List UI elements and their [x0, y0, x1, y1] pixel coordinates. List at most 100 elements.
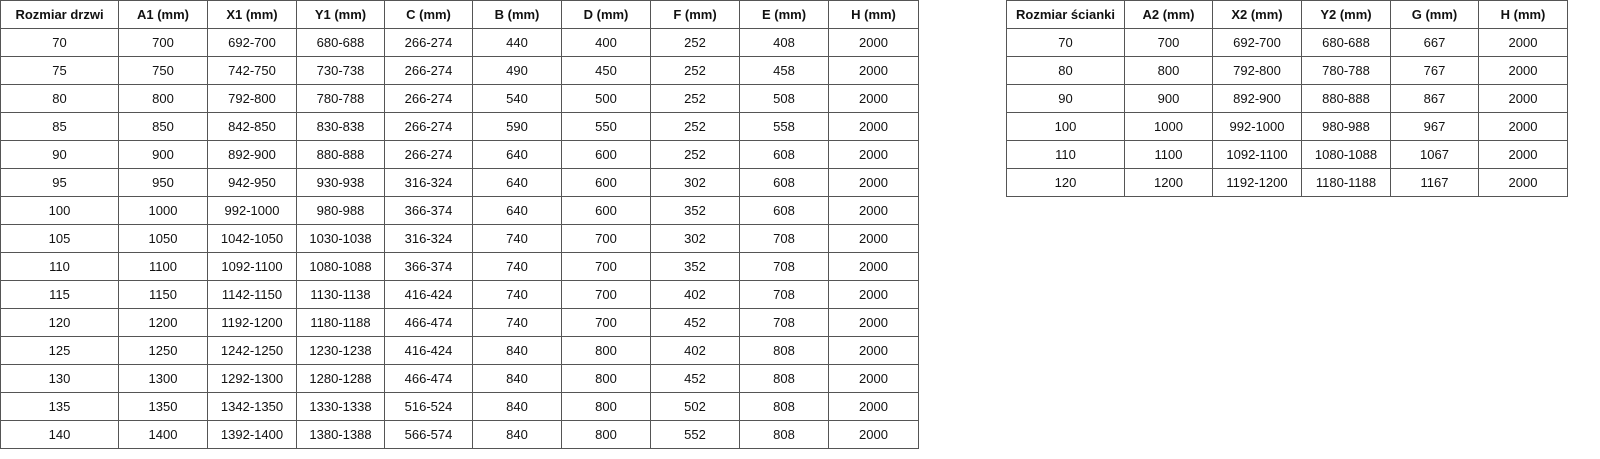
table-cell: 1230-1238 — [296, 336, 385, 365]
table-cell: 708 — [739, 252, 829, 281]
table-cell: 1150 — [118, 280, 208, 309]
table-row: 120 1200 1192-1200 1180-1188 1167 2000 — [1006, 168, 1568, 197]
table-cell: 1342-1350 — [207, 392, 297, 421]
table-cell: 2000 — [828, 280, 919, 309]
table-cell: 80 — [1006, 56, 1125, 85]
table-cell: 316-324 — [384, 224, 473, 253]
table-cell: 2000 — [828, 308, 919, 337]
table-cell: 508 — [739, 84, 829, 113]
table-cell: 980-988 — [1301, 112, 1391, 141]
table-cell: 840 — [472, 364, 562, 393]
table-cell: 942-950 — [207, 168, 297, 197]
table-cell: 1000 — [1124, 112, 1213, 141]
table-cell: 100 — [1006, 112, 1125, 141]
table-cell: 692-700 — [207, 28, 297, 57]
table-cell: 252 — [650, 56, 740, 85]
table-cell: 130 — [0, 364, 119, 393]
table-row: 90 900 892-900 880-888 266-274 640 600 252 608 20… — [0, 140, 919, 169]
table-row: 100 1000 992-1000 980-988 366-374 640 600 352 60… — [0, 196, 919, 225]
table-cell: 992-1000 — [1212, 112, 1302, 141]
table-cell: 930-938 — [296, 168, 385, 197]
table-cell: 800 — [1124, 56, 1213, 85]
table-cell: 266-274 — [384, 56, 473, 85]
table-cell: 700 — [561, 280, 651, 309]
column-header: F (mm) — [650, 0, 740, 29]
table-cell: 1092-1100 — [1212, 140, 1302, 169]
table-cell: 1292-1300 — [207, 364, 297, 393]
table-row: 70 700 692-700 680-688 266-274 440 400 252 408 20… — [0, 28, 919, 57]
column-header: X1 (mm) — [207, 0, 297, 29]
table-cell: 808 — [739, 364, 829, 393]
table-cell: 1130-1138 — [296, 280, 385, 309]
table-cell: 780-788 — [296, 84, 385, 113]
table-cell: 2000 — [828, 140, 919, 169]
table-cell: 2000 — [828, 84, 919, 113]
table-cell: 302 — [650, 168, 740, 197]
table-cell: 1000 — [118, 196, 208, 225]
table-cell: 1167 — [1390, 168, 1479, 197]
table-cell: 2000 — [828, 28, 919, 57]
table-row: 85 850 842-850 830-838 266-274 590 550 252 558 20… — [0, 112, 919, 141]
table-cell: 1030-1038 — [296, 224, 385, 253]
table-cell: 1200 — [1124, 168, 1213, 197]
column-header: C (mm) — [384, 0, 473, 29]
table-cell: 1100 — [1124, 140, 1213, 169]
table-cell: 800 — [561, 336, 651, 365]
table-row: 80 800 792-800 780-788 266-274 540 500 252 508 20… — [0, 84, 919, 113]
table-cell: 352 — [650, 252, 740, 281]
table-cell: 2000 — [1478, 140, 1568, 169]
table-cell: 135 — [0, 392, 119, 421]
table-cell: 516-524 — [384, 392, 473, 421]
table-cell: 80 — [0, 84, 119, 113]
door-dimensions-table: Rozmiar drzwi A1 (mm) X1 (mm) Y1 (mm) C (mm)… — [0, 0, 919, 449]
table-cell: 95 — [0, 168, 119, 197]
table-cell: 2000 — [1478, 84, 1568, 113]
column-header: G (mm) — [1390, 0, 1479, 29]
table-cell: 402 — [650, 336, 740, 365]
table-cell: 466-474 — [384, 364, 473, 393]
table-cell: 808 — [739, 420, 829, 449]
table-cell: 1350 — [118, 392, 208, 421]
table-cell: 75 — [0, 56, 119, 85]
table-cell: 1192-1200 — [1212, 168, 1302, 197]
table-cell: 842-850 — [207, 112, 297, 141]
table-cell: 608 — [739, 168, 829, 197]
table-row: 105 1050 1042-1050 1030-1038 316-324 740 700 30… — [0, 224, 919, 253]
table-cell: 2000 — [828, 168, 919, 197]
table-cell: 740 — [472, 224, 562, 253]
column-header: E (mm) — [739, 0, 829, 29]
table-cell: 502 — [650, 392, 740, 421]
table-cell: 640 — [472, 140, 562, 169]
table-cell: 740 — [472, 252, 562, 281]
table-cell: 1330-1338 — [296, 392, 385, 421]
table-cell: 800 — [561, 364, 651, 393]
table-cell: 100 — [0, 196, 119, 225]
column-header: H (mm) — [828, 0, 919, 29]
table-cell: 90 — [0, 140, 119, 169]
table-cell: 366-374 — [384, 252, 473, 281]
table-cell: 252 — [650, 28, 740, 57]
column-header: A2 (mm) — [1124, 0, 1213, 29]
table-cell: 700 — [561, 252, 651, 281]
table-cell: 110 — [0, 252, 119, 281]
table-cell: 70 — [1006, 28, 1125, 57]
table-cell: 1142-1150 — [207, 280, 297, 309]
table-cell: 1192-1200 — [207, 308, 297, 337]
table-cell: 1042-1050 — [207, 224, 297, 253]
table-cell: 850 — [118, 112, 208, 141]
column-header: B (mm) — [472, 0, 562, 29]
wall-dimensions-table: Rozmiar ścianki A2 (mm) X2 (mm) Y2 (mm) G (m… — [1006, 0, 1568, 197]
table-cell: 600 — [561, 168, 651, 197]
table-cell: 2000 — [1478, 56, 1568, 85]
table-cell: 800 — [118, 84, 208, 113]
table-cell: 140 — [0, 420, 119, 449]
table-cell: 1280-1288 — [296, 364, 385, 393]
table-cell: 708 — [739, 280, 829, 309]
table-cell: 742-750 — [207, 56, 297, 85]
column-header: X2 (mm) — [1212, 0, 1302, 29]
table-cell: 1180-1188 — [1301, 168, 1391, 197]
table-cell: 1380-1388 — [296, 420, 385, 449]
table-cell: 416-424 — [384, 280, 473, 309]
table-cell: 767 — [1390, 56, 1479, 85]
table-cell: 892-900 — [207, 140, 297, 169]
